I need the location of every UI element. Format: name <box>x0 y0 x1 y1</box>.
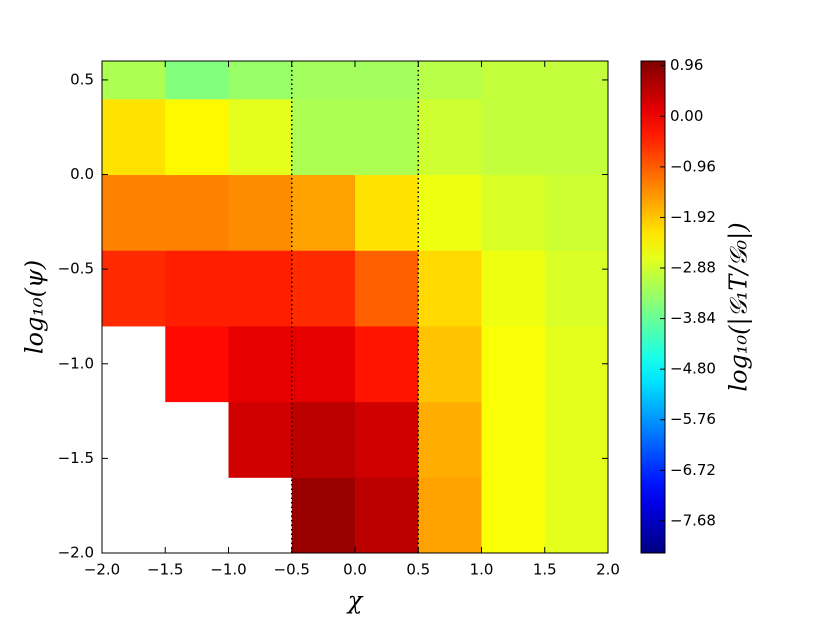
x-tick-label: 2.0 <box>596 561 620 579</box>
colorbar-tick-label: −0.96 <box>670 157 716 175</box>
heatmap-cell <box>228 250 293 327</box>
colorbar-tick-label: −1.92 <box>670 208 716 226</box>
heatmap-cell <box>165 325 229 403</box>
heatmap-cell <box>228 61 293 100</box>
heatmap-cell <box>355 250 419 327</box>
heatmap-cell <box>418 325 482 403</box>
colorbar-tick-label: −4.80 <box>670 360 716 378</box>
y-axis-label: log₁₀(ψ) <box>21 260 49 354</box>
x-tick-label: −2.0 <box>84 561 120 579</box>
heatmap-cell <box>418 61 482 100</box>
heatmap-cell <box>355 98 419 176</box>
heatmap-cell <box>102 98 166 176</box>
heatmap-cell <box>418 401 482 478</box>
heatmap-cell <box>165 98 229 176</box>
heatmap-cell <box>228 174 293 251</box>
heatmap-cell <box>544 61 609 100</box>
heatmap-cell <box>355 401 419 478</box>
heatmap-cell <box>228 401 293 478</box>
y-tick-label: −0.5 <box>58 260 94 278</box>
heatmap-cell <box>291 61 356 100</box>
heatmap-cell <box>481 325 546 403</box>
x-tick-label: 1.0 <box>470 561 494 579</box>
colorbar-label: log₁₀(|𝒢₁T/𝒢₀|) <box>725 222 754 391</box>
colorbar <box>640 60 666 554</box>
heatmap-cell <box>291 477 356 554</box>
x-tick-label: 0.5 <box>406 561 430 579</box>
heatmap-cell <box>291 250 356 327</box>
colorbar-tick-label: −5.76 <box>670 410 716 428</box>
x-tick-label: −1.5 <box>147 561 183 579</box>
heatmap-cell <box>544 174 609 251</box>
heatmap-cell <box>355 325 419 403</box>
heatmap-cell <box>165 250 229 327</box>
heatmap-cell <box>418 174 482 251</box>
x-axis-label: χ <box>346 587 364 615</box>
heatmap-cell <box>481 250 546 327</box>
heatmap-cell <box>291 98 356 176</box>
heatmap-cell <box>291 401 356 478</box>
y-tick-label: −1.5 <box>58 449 94 467</box>
heatmap-cell <box>165 61 229 100</box>
heatmap-cell <box>102 250 166 327</box>
heatmap-cell <box>481 401 546 478</box>
heatmap-cell <box>291 325 356 403</box>
colorbar-tick-label: −6.72 <box>670 461 716 479</box>
heatmap-cell <box>481 477 546 554</box>
heatmap-cell <box>355 61 419 100</box>
heatmap-cell <box>544 401 609 478</box>
heatmap-cell <box>544 325 609 403</box>
colorbar-tick-label: 0.96 <box>670 56 703 74</box>
heatmap-cell <box>481 174 546 251</box>
heatmap-cell <box>544 98 609 176</box>
colorbar-tick-label: −3.84 <box>670 309 716 327</box>
x-tick-label: 0.0 <box>343 561 367 579</box>
heatmap-cell <box>418 477 482 554</box>
heatmap-cell <box>418 98 482 176</box>
y-tick-label: −1.0 <box>58 354 94 372</box>
heatmap-cell <box>355 477 419 554</box>
x-tick-label: −0.5 <box>274 561 310 579</box>
colorbar-tick-label: −7.68 <box>670 511 716 529</box>
colorbar-tick-label: −2.88 <box>670 259 716 277</box>
colorbar-tick-label: 0.00 <box>670 107 703 125</box>
heatmap-cell <box>165 174 229 251</box>
heatmap-cell <box>228 325 293 403</box>
heatmap-cell <box>481 61 546 100</box>
y-tick-label: 0.5 <box>70 70 94 88</box>
heatmap-cell <box>355 174 419 251</box>
x-tick-label: 1.5 <box>533 561 557 579</box>
heatmap-cell <box>291 174 356 251</box>
heatmap-cell <box>544 477 609 554</box>
y-tick-label: 0.0 <box>70 165 94 183</box>
x-tick-label: −1.0 <box>210 561 246 579</box>
heatmap-cell <box>102 61 166 100</box>
heatmap-cell <box>481 98 546 176</box>
y-tick-label: −2.0 <box>58 544 94 562</box>
heatmap-cell <box>228 98 293 176</box>
heatmap-cell <box>544 250 609 327</box>
heatmap-cell <box>102 174 166 251</box>
heatmap-cell <box>418 250 482 327</box>
